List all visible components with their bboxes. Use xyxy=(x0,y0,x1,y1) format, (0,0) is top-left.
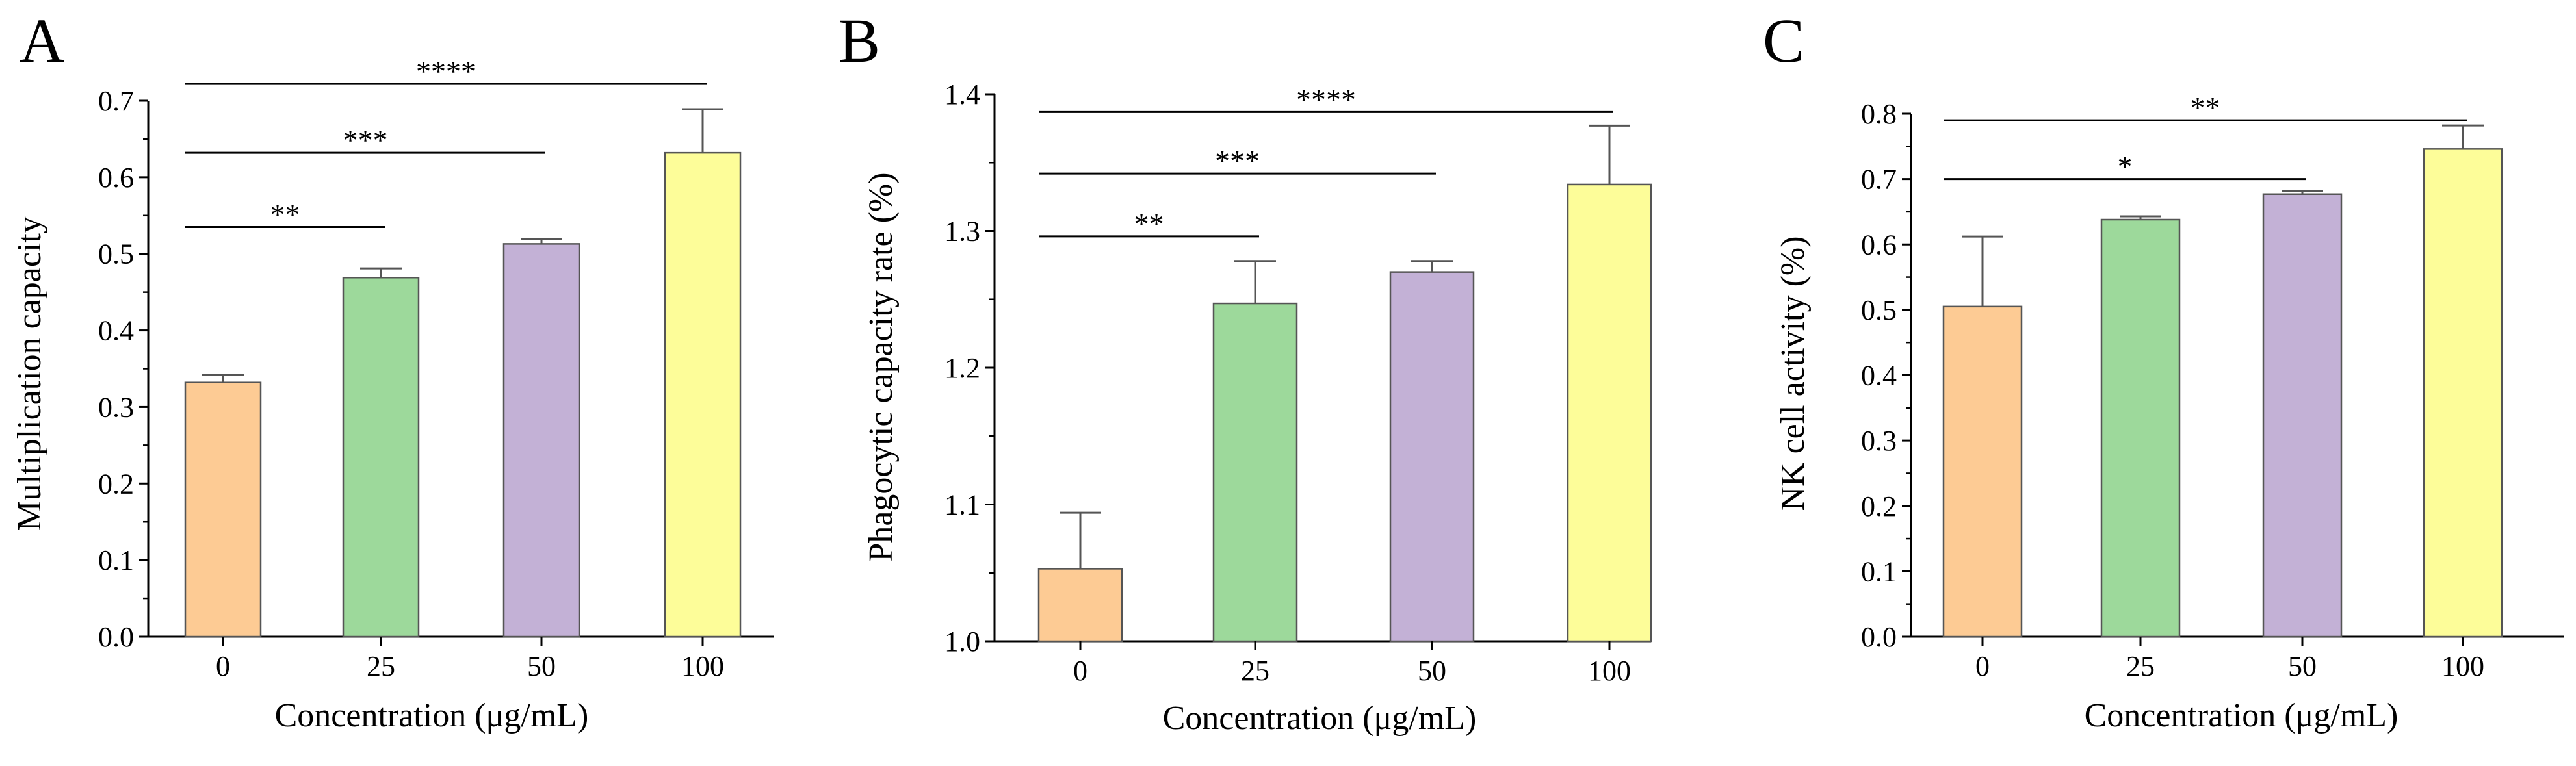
y-tick-label: 1.0 xyxy=(944,626,980,657)
significance-label: * xyxy=(2118,150,2133,183)
y-tick-label: 0.0 xyxy=(1861,621,1897,653)
x-tick-label: 100 xyxy=(2441,650,2484,682)
significance-label: *** xyxy=(343,123,388,157)
significance-label: **** xyxy=(1296,83,1356,116)
y-tick-label: 0.8 xyxy=(1861,98,1897,130)
panel-a: A Multiplication capacity Concentration … xyxy=(11,6,774,734)
y-tick-label: 0.0 xyxy=(98,621,134,653)
bar-50 xyxy=(2262,193,2343,638)
bar-100 xyxy=(664,151,742,638)
y-tick-label: 0.6 xyxy=(98,162,134,194)
bar-25 xyxy=(2100,218,2181,638)
y-tick-label: 0.2 xyxy=(98,468,134,500)
y-tick-label: 0.4 xyxy=(98,315,134,347)
x-tick-label: 100 xyxy=(1588,655,1631,687)
x-axis-title: Concentration (μg/mL) xyxy=(275,697,589,734)
y-tick-label: 0.1 xyxy=(98,544,134,576)
x-tick-label: 50 xyxy=(1418,655,1446,687)
bar-0 xyxy=(1037,568,1123,643)
bar-50 xyxy=(1389,271,1475,643)
y-tick-label: 0.7 xyxy=(1861,164,1897,196)
bar-50 xyxy=(502,243,580,638)
y-tick-label: 0.7 xyxy=(98,85,134,117)
y-tick-label: 1.1 xyxy=(944,489,980,521)
x-axis-title: Concentration (μg/mL) xyxy=(2085,697,2399,734)
x-tick-label: 0 xyxy=(216,650,230,682)
bar-25 xyxy=(342,277,420,638)
y-tick-label: 0.5 xyxy=(98,238,134,270)
y-axis-title: NK cell activity (%) xyxy=(1775,236,1812,511)
significance-label: *** xyxy=(1215,144,1260,177)
x-axis-title: Concentration (μg/mL) xyxy=(1163,700,1477,737)
y-tick-label: 0.3 xyxy=(98,391,134,423)
bar-100 xyxy=(1567,183,1652,643)
bar-0 xyxy=(184,381,262,638)
y-axis-title: Phagocytic capacity rate (%) xyxy=(863,172,900,561)
y-tick-label: 0.5 xyxy=(1861,294,1897,326)
bar-0 xyxy=(1942,305,2023,638)
y-axis-title: Multiplication capacity xyxy=(11,216,48,531)
x-tick-label: 0 xyxy=(1975,650,1990,682)
y-tick-label: 1.4 xyxy=(944,79,980,110)
x-tick-label: 0 xyxy=(1073,655,1087,687)
panel-c: C NK cell activity (%) Concentration (μg… xyxy=(1763,6,2564,734)
y-tick-label: 0.3 xyxy=(1861,425,1897,457)
x-tick-label: 25 xyxy=(367,650,395,682)
significance-label: ** xyxy=(270,198,300,231)
y-tick-label: 0.1 xyxy=(1861,555,1897,587)
y-tick-label: 0.6 xyxy=(1861,229,1897,261)
significance-label: ** xyxy=(1134,207,1164,240)
panel-b: B Phagocytic capacity rate (%) Concentra… xyxy=(839,6,1652,737)
y-tick-label: 1.3 xyxy=(944,216,980,248)
panel-letter: A xyxy=(20,6,64,75)
bar-25 xyxy=(1212,302,1298,643)
x-tick-label: 25 xyxy=(2126,650,2155,682)
x-tick-label: 50 xyxy=(527,650,556,682)
x-tick-label: 25 xyxy=(1241,655,1269,687)
significance-label: ** xyxy=(2191,91,2220,124)
panel-letter: C xyxy=(1763,6,1804,75)
bar-100 xyxy=(2423,148,2503,638)
y-tick-label: 0.4 xyxy=(1861,360,1897,392)
x-tick-label: 100 xyxy=(681,650,724,682)
y-tick-label: 0.2 xyxy=(1861,491,1897,522)
x-tick-label: 50 xyxy=(2288,650,2317,682)
y-tick-label: 1.2 xyxy=(944,352,980,384)
panel-letter: B xyxy=(839,6,880,75)
significance-label: **** xyxy=(416,55,476,88)
